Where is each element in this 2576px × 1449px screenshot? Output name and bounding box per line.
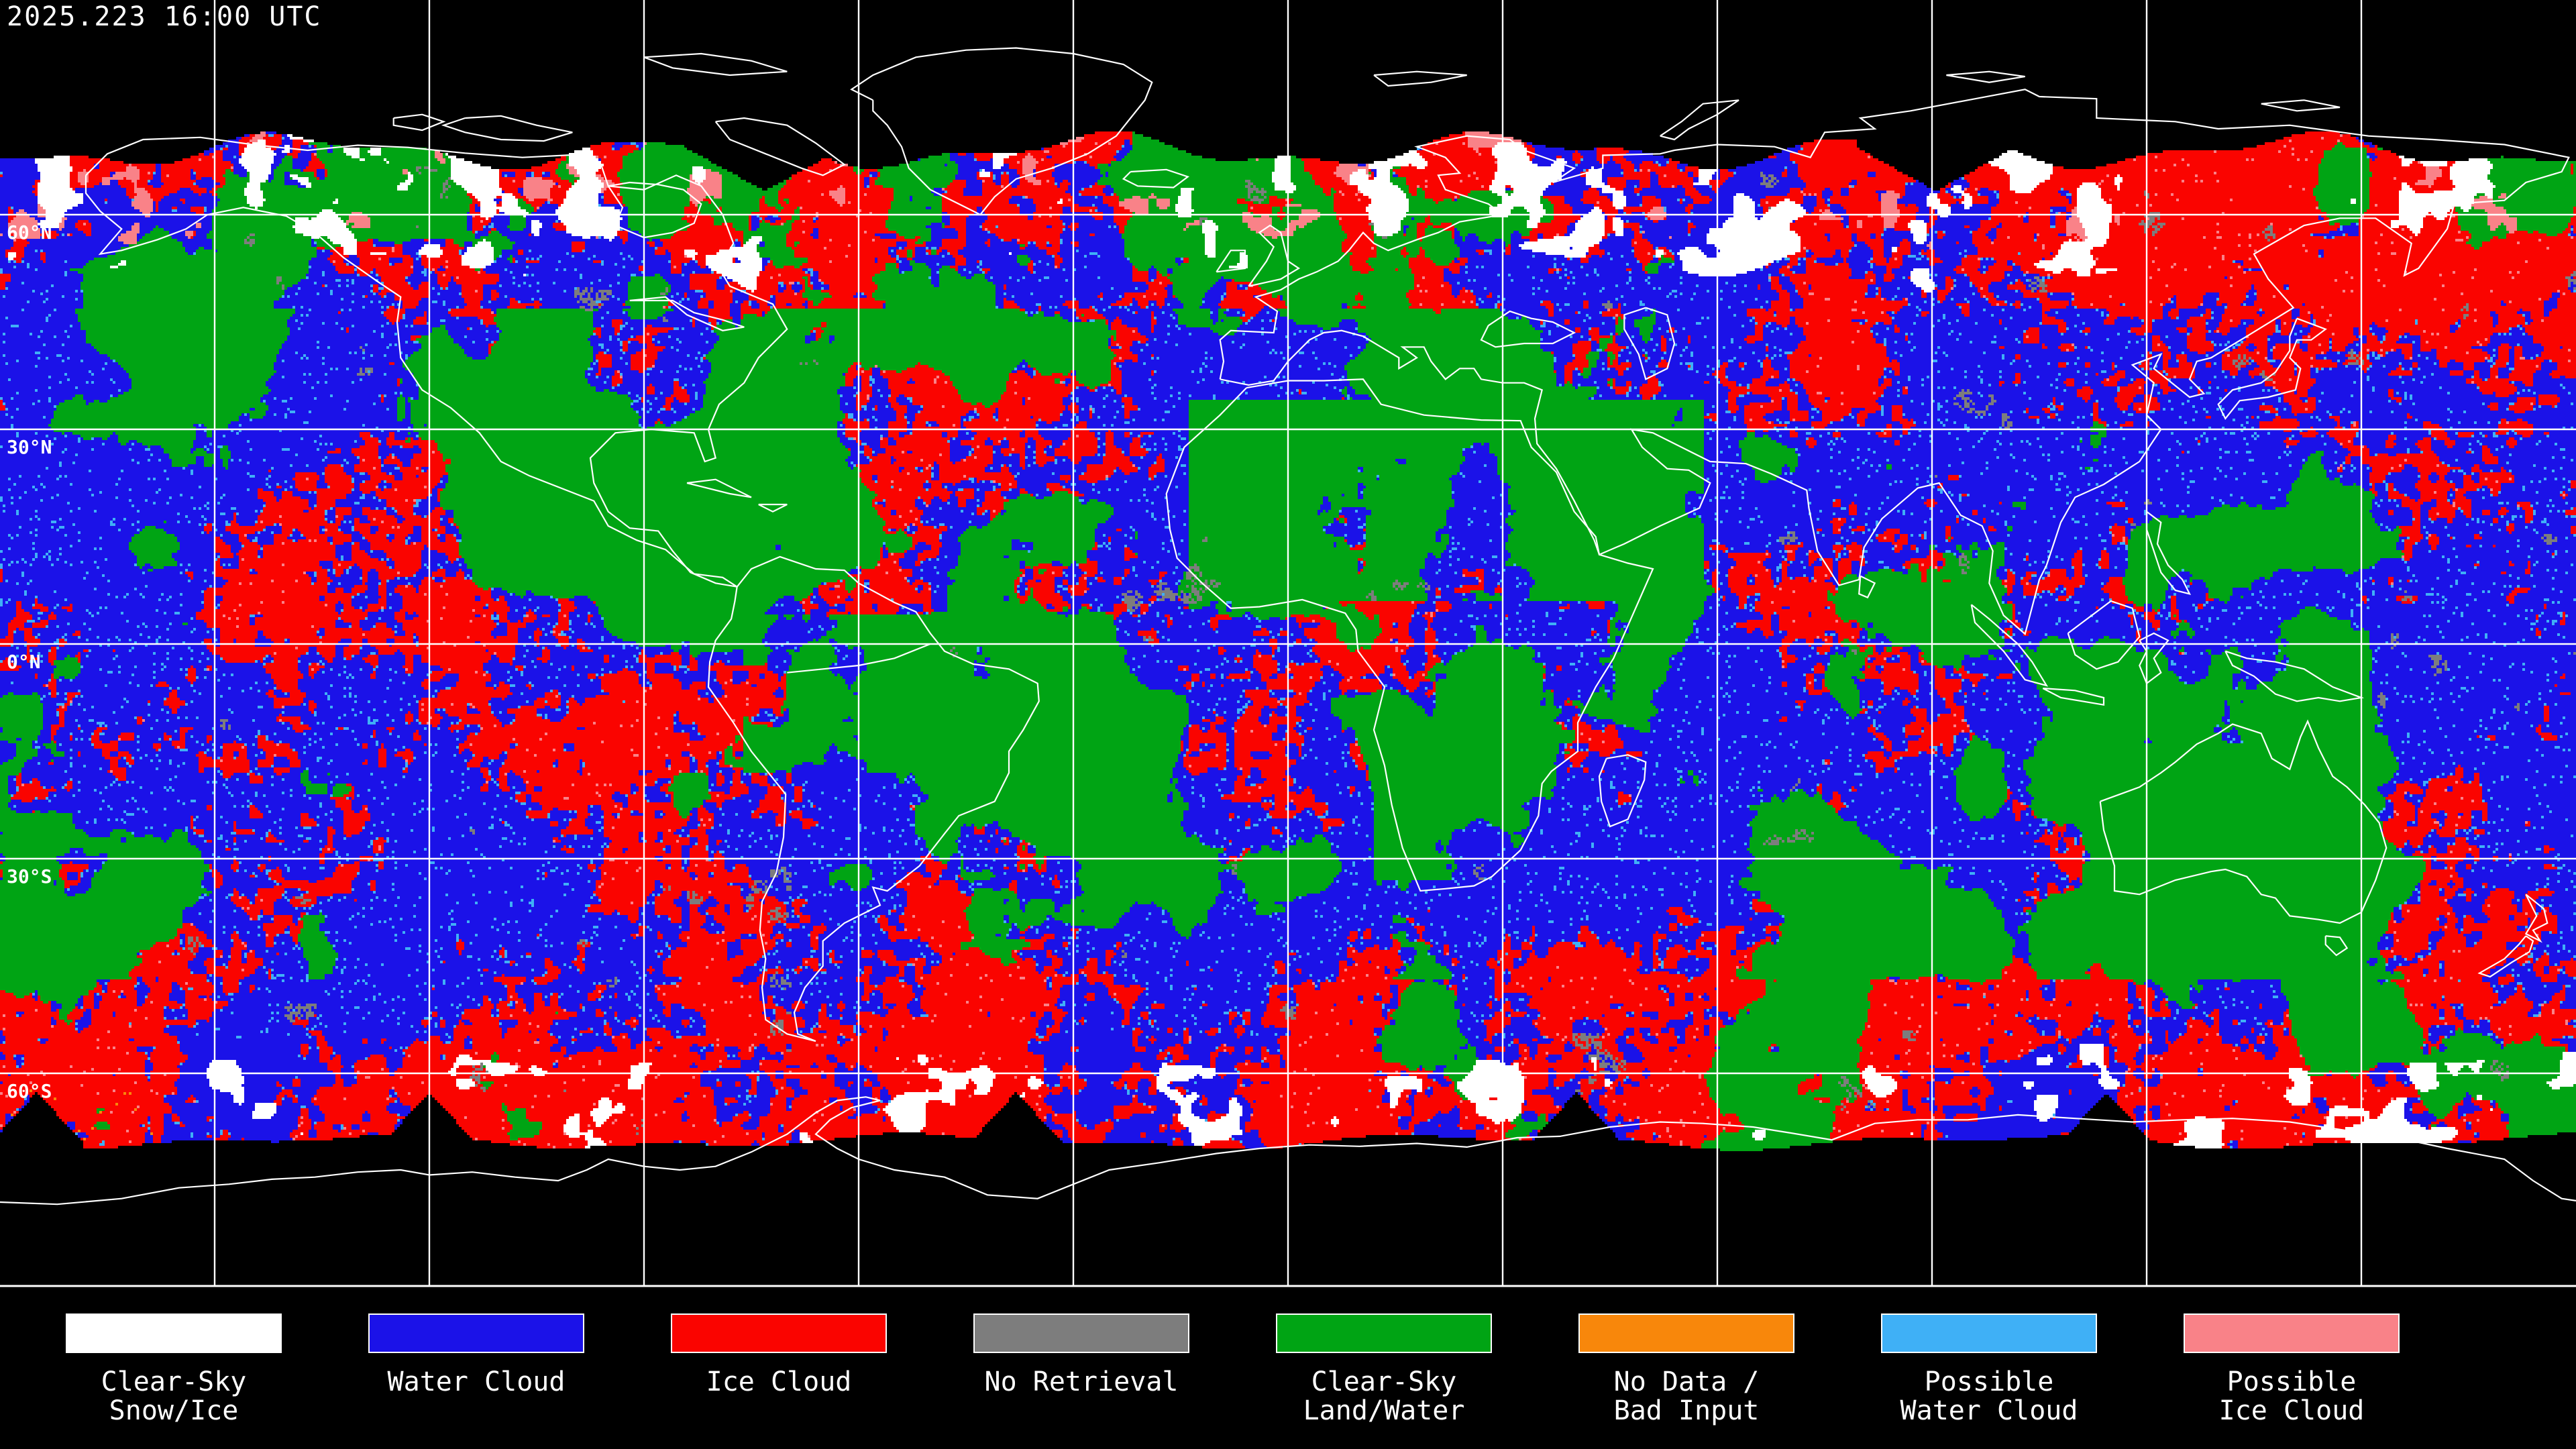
legend-label-line: No Retrieval: [984, 1366, 1179, 1397]
legend-label: Clear-Sky Snow/Ice: [101, 1368, 247, 1426]
legend-item-ice-cloud: Ice Cloud: [671, 1288, 887, 1449]
legend-swatch-clear-sky-land-water: [1276, 1313, 1492, 1353]
world-map: 60°N 30°N 0°N 30°S 60°S 2025.223 16:00 UTC: [0, 0, 2576, 1288]
coastline-borneo: [2067, 600, 2141, 670]
coastline-africa: [1165, 378, 1654, 892]
coastline-new-zealand-north: [2524, 894, 2548, 943]
coastline-cuba: [686, 478, 752, 498]
legend-label: No Data / Bad Input: [1614, 1368, 1760, 1426]
coastline-svalbard: [1373, 70, 1467, 87]
coastline-victoria-island: [441, 115, 573, 142]
coastline-new-guinea: [2224, 650, 2365, 702]
legend-label: No Retrieval: [985, 1368, 1179, 1397]
coastline-hudson-bay: [607, 181, 702, 239]
legend-label-line: Snow/Ice: [109, 1395, 239, 1426]
coastline-hispaniola: [758, 503, 788, 513]
legend-swatch-possible-water-cloud: [1881, 1313, 2097, 1353]
coastline-ireland: [1216, 250, 1246, 273]
coastline-sumatra: [1970, 604, 2049, 687]
timestamp-label: 2025.223 16:00 UTC: [7, 1, 322, 32]
legend-label-line: No Data /: [1613, 1366, 1760, 1397]
legend-swatch-possible-ice-cloud: [2184, 1313, 2400, 1353]
legend-item-water-cloud: Water Cloud: [368, 1288, 584, 1449]
legend-label-line: Ice Cloud: [2218, 1395, 2365, 1426]
coastline-madagascar: [1598, 754, 1647, 828]
legend-label: Water Cloud: [388, 1368, 566, 1397]
coastline-antarctica: [0, 1096, 2576, 1205]
legend-label: Ice Cloud: [706, 1368, 852, 1397]
legend-label: Clear-Sky Land/Water: [1303, 1368, 1465, 1426]
coastline-new-zealand-south: [2477, 935, 2534, 978]
coastline-south-america: [707, 555, 1040, 1042]
coastline-japan: [2217, 317, 2327, 421]
latitude-label: 60°N: [7, 221, 52, 244]
legend-label-line: Possible: [1924, 1366, 2054, 1397]
coastline-sulawesi: [2139, 632, 2169, 685]
legend-item-possible-water-cloud: Possible Water Cloud: [1881, 1288, 2097, 1449]
legend-swatch-clear-sky-snow-ice: [66, 1313, 282, 1353]
legend-label-line: Water Cloud: [1900, 1395, 2078, 1426]
coastline-caspian-sea: [1623, 307, 1676, 380]
coastline-java: [2042, 688, 2105, 706]
coastline-great-lakes: [629, 296, 745, 331]
legend-label-line: Ice Cloud: [706, 1366, 852, 1397]
legend-label-line: Water Cloud: [387, 1366, 566, 1397]
legend-item-clear-sky-land-water: Clear-Sky Land/Water: [1276, 1288, 1492, 1449]
latitude-label: 30°S: [7, 865, 52, 888]
coastline-severnaya-zemlya: [1946, 70, 2025, 83]
coastline-ellesmere-island: [643, 52, 788, 76]
legend-label-line: Bad Input: [1613, 1395, 1760, 1426]
coastline-new-siberian-islands: [2261, 99, 2341, 112]
coastline-sri-lanka: [1858, 575, 1876, 599]
coastline-baffin-island: [714, 117, 846, 176]
legend-label: Possible Water Cloud: [1900, 1368, 2078, 1426]
latitude-label: 60°S: [7, 1080, 52, 1102]
latitude-label: 0°N: [7, 651, 41, 673]
coastline-great-britain: [1248, 224, 1301, 287]
legend-swatch-no-retrieval: [973, 1313, 1189, 1353]
legend: Clear-Sky Snow/Ice Water Cloud Ice Cloud No …: [0, 1288, 2576, 1449]
coastline-tasmania: [2324, 935, 2349, 957]
legend-item-no-retrieval: No Retrieval: [973, 1288, 1189, 1449]
legend-label-line: Clear-Sky: [101, 1366, 247, 1397]
legend-label-line: Land/Water: [1303, 1395, 1465, 1426]
coastline-novaya-zemlya: [1660, 99, 1739, 141]
coastline-greenland: [850, 47, 1153, 216]
map-overlay: 60°N 30°N 0°N 30°S 60°S: [0, 0, 2576, 1287]
legend-swatch-ice-cloud: [671, 1313, 887, 1353]
coastline-australia: [2099, 719, 2387, 924]
legend-label: Possible Ice Cloud: [2219, 1368, 2365, 1426]
legend-swatch-no-data-bad-input: [1578, 1313, 1794, 1353]
coastline-banks-island: [392, 113, 446, 131]
coastline-eurasia: [1219, 89, 2570, 636]
legend-swatch-water-cloud: [368, 1313, 584, 1353]
legend-label-line: Clear-Sky: [1311, 1366, 1457, 1397]
coastline-philippines: [2145, 511, 2192, 595]
latitude-label: 30°N: [7, 436, 52, 458]
coastline-iceland: [1122, 168, 1190, 189]
legend-item-possible-ice-cloud: Possible Ice Cloud: [2184, 1288, 2400, 1449]
coastline-black-sea: [1480, 310, 1576, 348]
coastline-north-america: [85, 136, 788, 588]
legend-item-clear-sky-snow-ice: Clear-Sky Snow/Ice: [66, 1288, 282, 1449]
legend-item-no-data-bad-input: No Data / Bad Input: [1578, 1288, 1794, 1449]
legend-label-line: Possible: [2226, 1366, 2357, 1397]
